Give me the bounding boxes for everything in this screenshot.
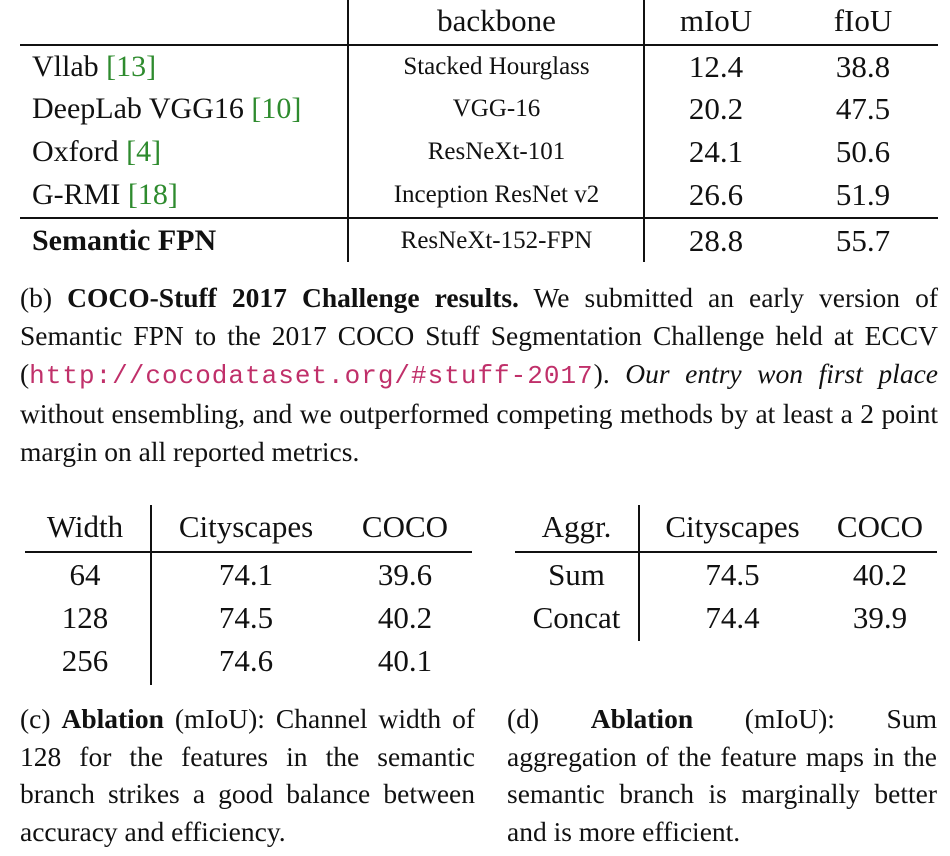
cityscapes-value: 74.4 — [705, 600, 760, 635]
citation-link[interactable]: [10] — [251, 92, 302, 125]
caption-c: (c) Ablation (mIoU): Channel width of 12… — [20, 703, 475, 847]
cityscapes-value: 74.5 — [705, 557, 760, 592]
cityscapes-value: 74.1 — [218, 557, 274, 592]
table-d-divider — [638, 505, 640, 641]
table-c-header-rule — [25, 551, 472, 553]
table-b-divider — [347, 0, 349, 262]
caption-b: (b) COCO-Stuff 2017 Challenge results. W… — [20, 282, 938, 467]
table-row: Oxford [4] ResNeXt-101 24.1 50.6 — [0, 131, 950, 173]
miou-value: 28.8 — [688, 223, 744, 258]
method-name: Semantic FPN — [32, 224, 217, 257]
header-cityscapes: Cityscapes — [665, 509, 800, 544]
miou-value: 24.1 — [688, 134, 744, 169]
coco-value: 40.2 — [852, 557, 908, 592]
backbone-name: ResNeXt-101 — [427, 138, 566, 165]
table-d-header-rule — [515, 551, 937, 553]
header-cityscapes: Cityscapes — [178, 509, 314, 544]
citation-link[interactable]: [4] — [126, 135, 162, 168]
cityscapes-value: 74.5 — [218, 600, 274, 635]
table-row-ours: Semantic FPN ResNeXt-152-FPN 28.8 55.7 — [0, 220, 950, 262]
citation-link[interactable]: [18] — [127, 178, 178, 211]
table-b-header-rule — [20, 44, 938, 46]
table-coco-stuff-results: backbone mIoU fIoU Vllab [13] Stacked Ho… — [0, 0, 950, 262]
header-coco: COCO — [361, 509, 449, 544]
method-name: Oxford [4] — [32, 135, 162, 168]
caption-d: (d) Ablation (mIoU): Sum aggregation of … — [507, 703, 937, 847]
backbone-name: Inception ResNet v2 — [393, 181, 600, 208]
method-name: DeepLab VGG16 [10] — [32, 92, 302, 125]
header-coco: COCO — [836, 509, 924, 544]
coco-value: 40.1 — [377, 643, 433, 678]
fiou-value: 47.5 — [835, 91, 891, 126]
method-name: G-RMI [18] — [32, 178, 178, 211]
table-row: DeepLab VGG16 [10] VGG-16 20.2 47.5 — [0, 88, 950, 130]
miou-value: 20.2 — [688, 91, 744, 126]
method-name: Vllab [13] — [32, 50, 157, 83]
fiou-value: 51.9 — [835, 177, 891, 212]
header-fiou: fIoU — [833, 3, 893, 38]
citation-link[interactable]: [13] — [106, 50, 157, 83]
header-aggr: Aggr. — [541, 509, 612, 544]
dataset-link[interactable]: http://cocodataset.org/#stuff-2017 — [29, 361, 594, 391]
coco-value: 39.9 — [852, 600, 908, 635]
width-value: 256 — [61, 643, 109, 678]
width-value: 128 — [61, 600, 109, 635]
coco-value: 40.2 — [377, 600, 433, 635]
miou-value: 12.4 — [688, 49, 744, 84]
fiou-value: 55.7 — [835, 223, 891, 258]
table-b-divider — [643, 0, 645, 262]
table-b-header-row: backbone mIoU fIoU — [0, 0, 950, 42]
aggr-value: Concat — [532, 600, 621, 635]
fiou-value: 50.6 — [835, 134, 891, 169]
table-row: G-RMI [18] Inception ResNet v2 26.6 51.9 — [0, 174, 950, 216]
table-channel-width-ablation: Width Cityscapes COCO 64 74.1 39.6 128 7… — [20, 505, 475, 685]
header-miou: mIoU — [679, 3, 753, 38]
aggr-value: Sum — [548, 557, 605, 592]
table-c-divider — [150, 505, 152, 685]
table-b-final-rule — [20, 217, 938, 219]
coco-value: 39.6 — [377, 557, 433, 592]
header-backbone: backbone — [437, 3, 556, 38]
fiou-value: 38.8 — [835, 49, 891, 84]
backbone-name: ResNeXt-152-FPN — [400, 227, 593, 254]
table-row: Vllab [13] Stacked Hourglass 12.4 38.8 — [0, 46, 950, 88]
cityscapes-value: 74.6 — [218, 643, 274, 678]
header-width: Width — [46, 509, 124, 544]
miou-value: 26.6 — [688, 177, 744, 212]
backbone-name: VGG-16 — [452, 95, 541, 122]
table-aggregation-ablation: Aggr. Cityscapes COCO Sum 74.5 40.2 Conc… — [515, 505, 940, 641]
width-value: 64 — [69, 557, 101, 592]
backbone-name: Stacked Hourglass — [403, 53, 590, 80]
